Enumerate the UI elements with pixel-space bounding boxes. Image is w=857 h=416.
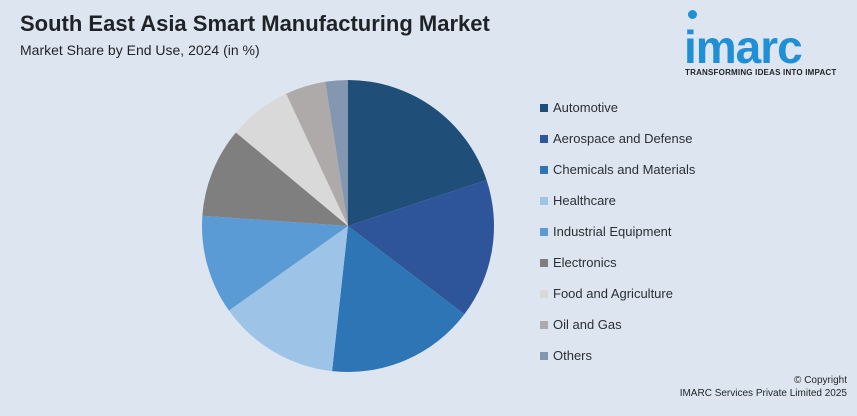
copyright-line-2: IMARC Services Private Limited 2025 xyxy=(679,388,847,399)
pie-slice-others xyxy=(325,80,348,226)
chart-legend: Automotive Aerospace and Defense Chemicals… xyxy=(540,100,695,379)
legend-label: Automotive xyxy=(553,100,619,115)
legend-swatch xyxy=(540,259,548,267)
logo-tagline: TRANSFORMING IDEAS INTO IMPACT xyxy=(685,68,837,77)
logo-dot xyxy=(688,10,697,19)
legend-item-others: Others xyxy=(540,348,695,379)
legend-swatch xyxy=(540,197,548,205)
legend-swatch xyxy=(540,166,548,174)
copyright-notice: © Copyright IMARC Services Private Limit… xyxy=(680,374,847,400)
legend-label: Electronics xyxy=(553,255,617,270)
legend-label: Oil and Gas xyxy=(553,317,622,332)
chart-title: South East Asia Smart Manufacturing Mark… xyxy=(20,11,490,36)
legend-label: Aerospace and Defense xyxy=(553,131,693,146)
copyright-line-1: © Copyright xyxy=(794,375,847,386)
legend-swatch xyxy=(540,321,548,329)
legend-swatch xyxy=(540,290,548,298)
legend-item-healthcare: Healthcare xyxy=(540,193,695,224)
pie-slice-industrial-equipment xyxy=(201,215,348,311)
legend-item-chemicals-and-materials: Chemicals and Materials xyxy=(540,162,695,193)
legend-label: Others xyxy=(553,348,593,363)
legend-label: Chemicals and Materials xyxy=(553,162,696,177)
chart-subtitle: Market Share by End Use, 2024 (in %) xyxy=(20,42,260,58)
legend-label: Industrial Equipment xyxy=(553,224,672,239)
imarc-logo: imarc TRANSFORMING IDEAS INTO IMPACT xyxy=(684,10,848,78)
pie-slice-automotive xyxy=(348,80,487,226)
legend-label: Healthcare xyxy=(553,193,616,208)
legend-swatch xyxy=(540,352,548,360)
legend-label: Food and Agriculture xyxy=(553,286,673,301)
pie-slice-chemicals-and-materials xyxy=(332,226,465,373)
pie-chart xyxy=(201,80,495,373)
logo-wordmark: imarc xyxy=(684,21,803,73)
pie-slice-oil-and-gas xyxy=(286,81,348,226)
pie-slice-aerospace-and-defense xyxy=(348,180,495,315)
pie-slice-healthcare xyxy=(228,226,348,372)
legend-item-automotive: Automotive xyxy=(540,100,695,131)
legend-swatch xyxy=(540,228,548,236)
legend-item-food-and-agriculture: Food and Agriculture xyxy=(540,286,695,317)
legend-item-oil-and-gas: Oil and Gas xyxy=(540,317,695,348)
legend-swatch xyxy=(540,135,548,143)
legend-item-electronics: Electronics xyxy=(540,255,695,286)
pie-slice-electronics xyxy=(202,132,348,226)
legend-item-aerospace-and-defense: Aerospace and Defense xyxy=(540,131,695,162)
legend-swatch xyxy=(540,104,548,112)
legend-item-industrial-equipment: Industrial Equipment xyxy=(540,224,695,255)
pie-slice-food-and-agriculture xyxy=(235,93,348,226)
